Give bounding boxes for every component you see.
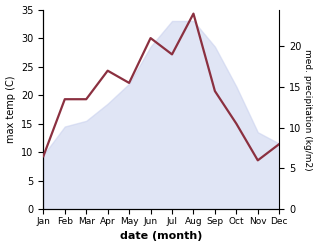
Y-axis label: max temp (C): max temp (C): [5, 76, 16, 143]
X-axis label: date (month): date (month): [120, 231, 203, 242]
Y-axis label: med. precipitation (kg/m2): med. precipitation (kg/m2): [303, 49, 313, 170]
